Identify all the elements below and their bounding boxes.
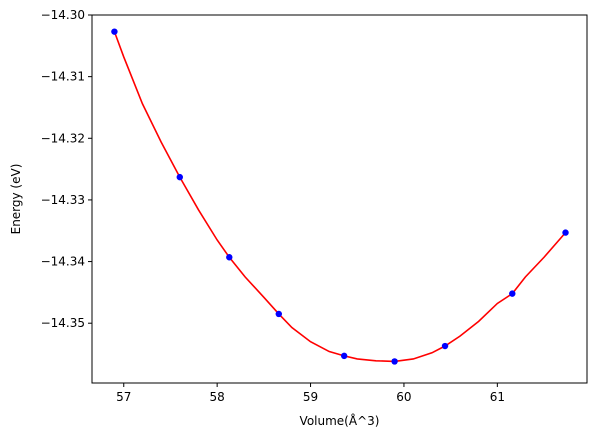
y-tick-label: −14.30 (41, 8, 85, 22)
x-tick-label: 57 (116, 390, 131, 404)
y-tick-label: −14.31 (41, 70, 85, 84)
y-tick-label: −14.33 (41, 193, 85, 207)
y-axis: −14.30 −14.31 −14.32 −14.33 −14.34 −14.35 (41, 8, 92, 330)
data-point (226, 254, 233, 261)
data-point (441, 342, 449, 350)
data-point (176, 173, 183, 181)
x-tick-label: 60 (396, 390, 411, 404)
y-axis-label: Energy (eV) (9, 164, 23, 235)
y-tick-label: −14.32 (41, 131, 85, 145)
plot-layer (111, 28, 569, 365)
x-tick-label: 59 (303, 390, 318, 404)
data-point (509, 290, 516, 297)
y-tick-label: −14.35 (41, 316, 85, 330)
data-point (562, 229, 569, 236)
data-point (275, 310, 282, 318)
fit-curve-line (113, 31, 567, 363)
plot-frame (91, 14, 588, 384)
data-point (340, 352, 348, 360)
x-tick-label: 61 (490, 390, 505, 404)
y-tick-label: −14.34 (41, 255, 85, 269)
data-point (111, 28, 118, 35)
x-tick-label: 58 (210, 390, 225, 404)
x-axis-label: Volume(Å^3) (300, 413, 380, 428)
data-point (391, 358, 398, 365)
x-axis: 57 58 59 60 61 (116, 383, 505, 404)
